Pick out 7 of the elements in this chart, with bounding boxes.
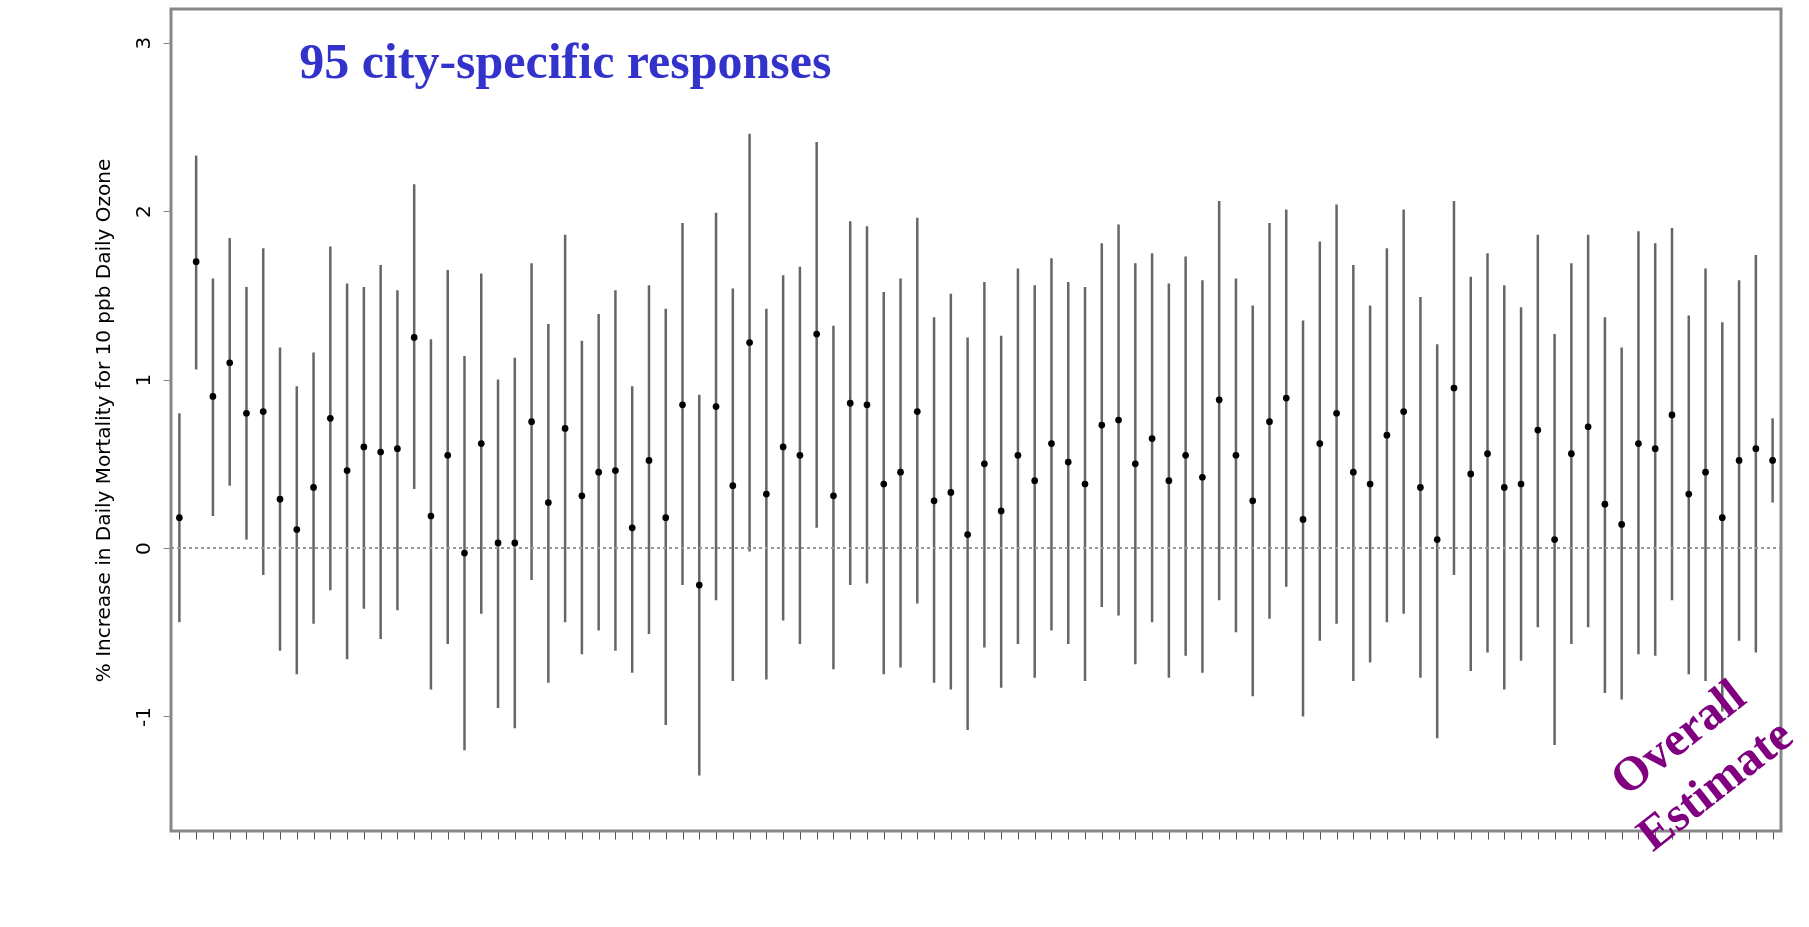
- y-axis-title: % Increase in Daily Mortality for 10 ppb Daily Ozone: [90, 158, 115, 683]
- y-tick-label: 2: [130, 205, 155, 218]
- y-tick-label: 3: [130, 36, 155, 50]
- y-tick-label: 0: [130, 542, 155, 555]
- y-tick-label: 1: [130, 373, 155, 387]
- annotation: 95 city-specific responses: [299, 33, 832, 90]
- y-tick-label: -1: [130, 706, 155, 727]
